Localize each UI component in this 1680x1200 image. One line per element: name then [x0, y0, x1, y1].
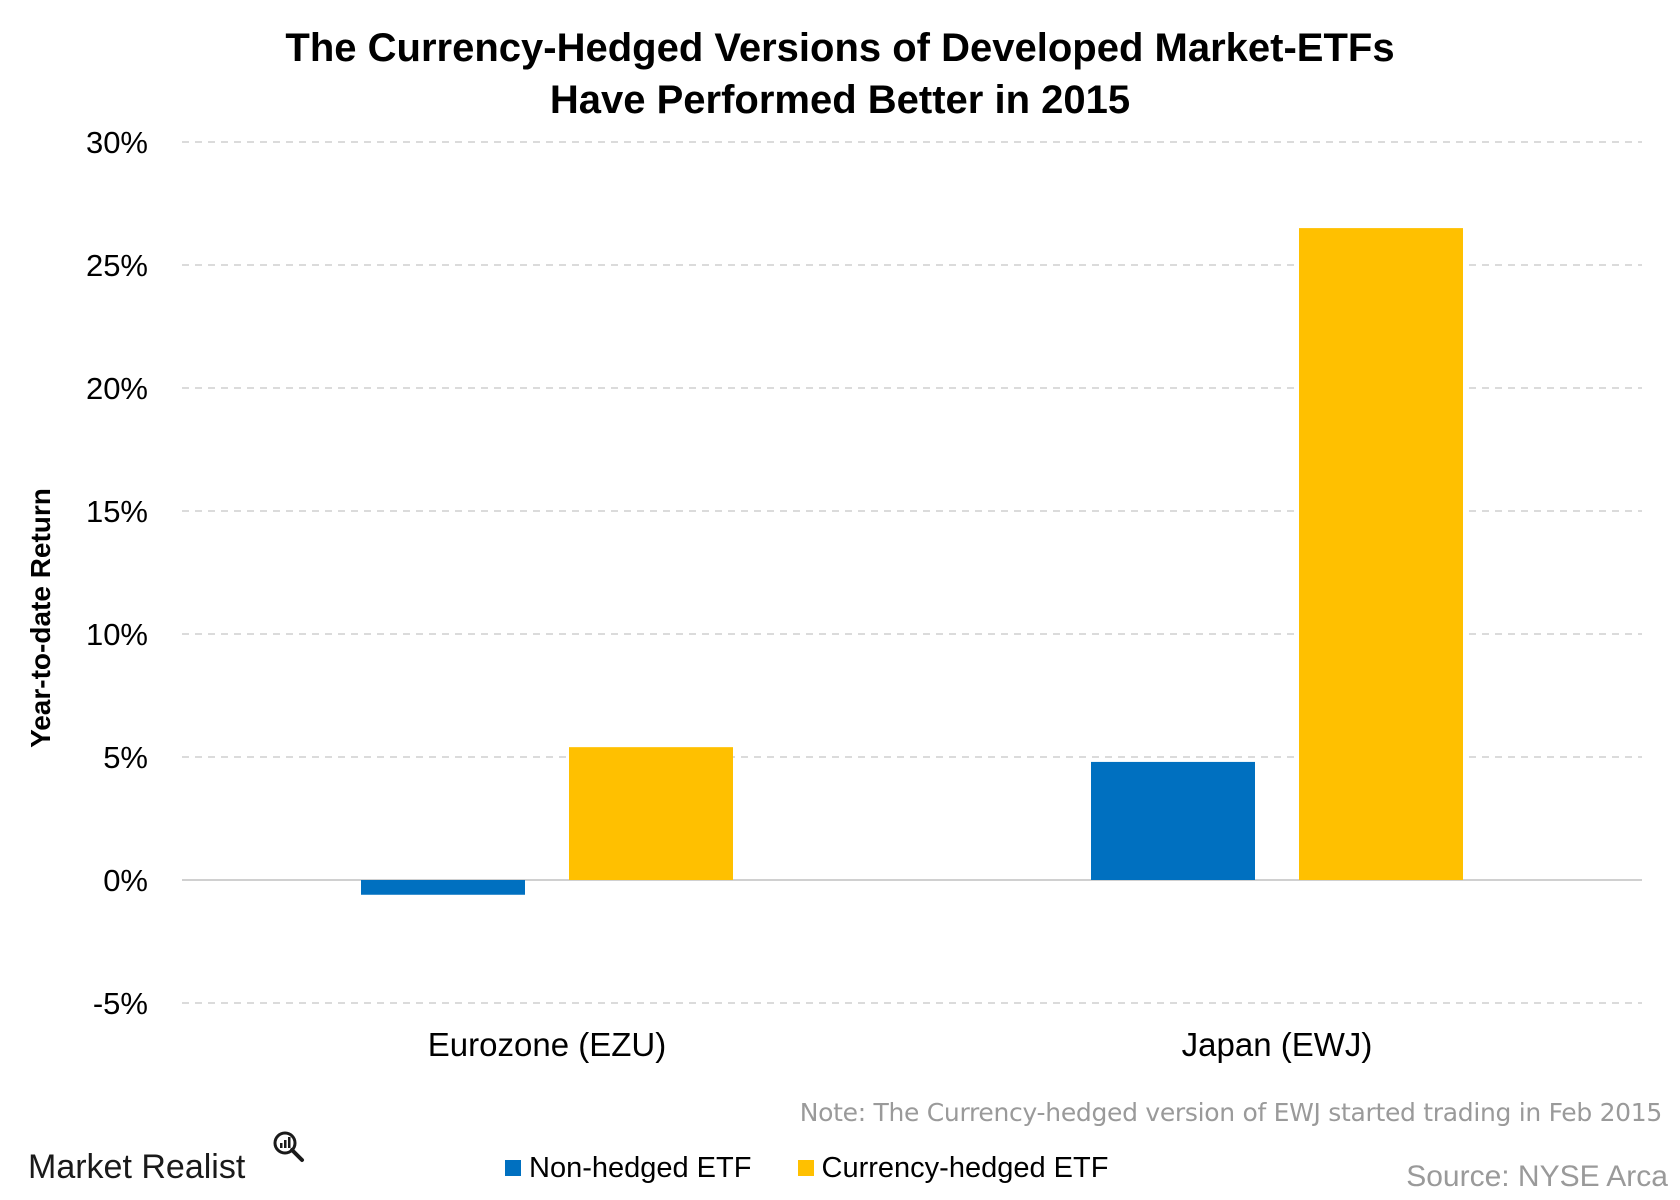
bar-non-hedged-etf-0 [361, 880, 525, 895]
bar-non-hedged-etf-1 [1091, 761, 1255, 880]
bars [361, 228, 1463, 895]
y-tick-label: 20% [86, 371, 148, 406]
legend-item-non-hedged: Non-hedged ETF [505, 1152, 751, 1185]
legend-label-non-hedged: Non-hedged ETF [529, 1151, 752, 1184]
magnifier-chart-icon [273, 1131, 304, 1162]
y-tick-label: 30% [86, 125, 148, 160]
legend-label-currency-hedged: Currency-hedged ETF [821, 1151, 1109, 1184]
chart-title-line-1: The Currency-Hedged Versions of Develope… [285, 26, 1395, 70]
y-tick-label: 10% [86, 617, 148, 652]
bar-currency-hedged-etf-1 [1299, 228, 1463, 881]
x-tick-label: Eurozone (EZU) [428, 1026, 666, 1063]
y-tick-label: 25% [86, 248, 148, 283]
chart-note: Note: The Currency-hedged version of EWJ… [799, 1098, 1663, 1127]
chart-title-line-2: Have Performed Better in 2015 [549, 78, 1131, 122]
legend-item-currency-hedged: Currency-hedged ETF [797, 1151, 1109, 1185]
bar-currency-hedged-etf-0 [569, 747, 733, 880]
y-tick-label: 15% [86, 494, 148, 529]
legend: Non-hedged ETF Currency-hedged ETF [505, 1151, 1146, 1185]
x-tick-label: Japan (EWJ) [1182, 1026, 1373, 1063]
y-axis-title: Year-to-date Return [25, 488, 56, 748]
x-axis-ticks: Eurozone (EZU) Japan (EWJ) [428, 1026, 1373, 1063]
y-tick-label: 0% [103, 863, 148, 898]
source-credit: Source: NYSE Arca [1406, 1160, 1668, 1193]
legend-swatch-currency-hedged [797, 1160, 814, 1176]
brand-name: Market Realist [28, 1148, 246, 1186]
y-tick-label: 5% [103, 740, 148, 775]
chart-title: The Currency-Hedged Versions of Develope… [0, 22, 1680, 126]
y-tick-label: -5% [93, 986, 148, 1021]
brand-logo: Market Realist [28, 1131, 304, 1187]
legend-swatch-non-hedged [505, 1160, 521, 1176]
y-axis-ticks: -5% 0% 5% 10% 15% 20% 25% 30% [86, 125, 148, 1021]
